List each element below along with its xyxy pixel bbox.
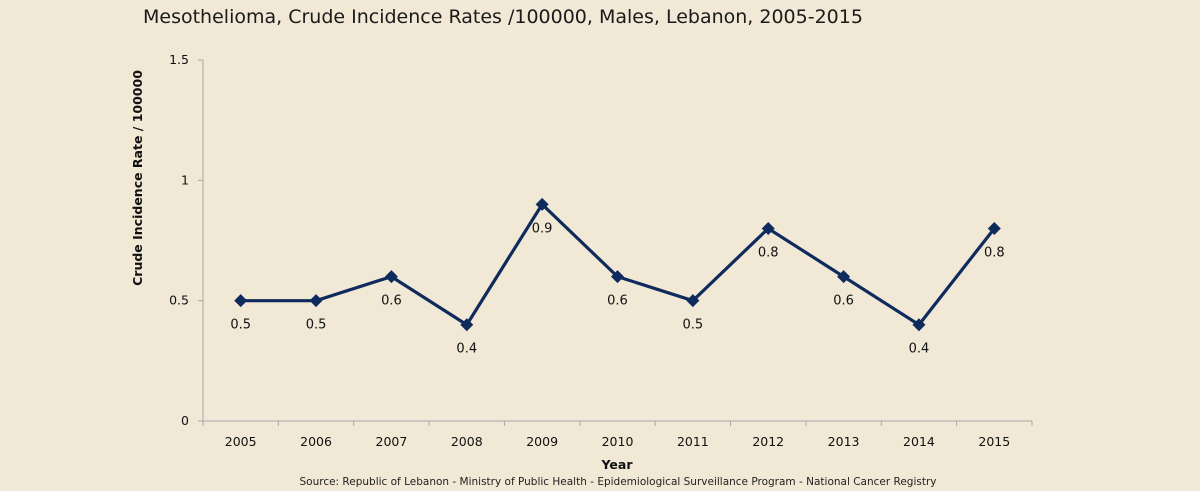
- plot-area: 0 0.5 1 1.5 2005 2006 2007 2008 2009 2010 2011 2012…: [169, 52, 1033, 449]
- data-point-marker: [234, 294, 248, 308]
- data-point-marker: [309, 294, 323, 308]
- x-tick-label: 2006: [300, 434, 332, 449]
- x-tick-label: 2011: [677, 434, 709, 449]
- x-tick-label: 2010: [602, 434, 634, 449]
- data-point-marker: [837, 270, 851, 284]
- data-point-marker: [686, 294, 700, 308]
- x-axis-title: Year: [601, 457, 634, 472]
- data-label: 0.8: [984, 245, 1005, 260]
- x-tick-label: 2008: [451, 434, 483, 449]
- data-label: 0.4: [456, 342, 477, 357]
- data-point-marker: [535, 197, 549, 211]
- x-tick-label: 2005: [225, 434, 257, 449]
- data-label: 0.4: [909, 342, 930, 357]
- x-tick-label: 2009: [526, 434, 558, 449]
- y-tick-label: 0: [181, 413, 189, 428]
- data-label: 0.6: [607, 294, 628, 309]
- data-label: 0.5: [306, 318, 327, 333]
- x-tick-label: 2007: [376, 434, 408, 449]
- data-point-marker: [611, 270, 624, 284]
- x-tick-label: 2014: [903, 434, 935, 449]
- y-axis-title: Crude Incidence Rate / 100000: [130, 70, 145, 286]
- data-point-marker: [460, 318, 474, 332]
- data-label: 0.5: [230, 318, 251, 333]
- x-tick-label: 2013: [828, 434, 860, 449]
- data-point-marker: [912, 318, 926, 332]
- x-tick-label: 2012: [752, 434, 784, 449]
- data-label: 0.5: [683, 318, 704, 333]
- chart-title: Mesothelioma, Crude Incidence Rates /100…: [143, 6, 863, 28]
- y-tick-label: 1.5: [169, 52, 189, 67]
- data-label: 0.8: [758, 245, 779, 260]
- data-label: 0.6: [833, 294, 854, 309]
- data-point-marker: [761, 221, 775, 235]
- x-tick-label: 2015: [978, 434, 1010, 449]
- y-tick-label: 1: [181, 172, 189, 187]
- data-label: 0.9: [532, 221, 553, 236]
- data-point-marker: [384, 270, 398, 284]
- source-note: Source: Republic of Lebanon - Ministry o…: [299, 476, 936, 488]
- y-tick-label: 0.5: [169, 293, 189, 308]
- data-point-marker: [987, 221, 1001, 235]
- data-label: 0.6: [381, 294, 402, 309]
